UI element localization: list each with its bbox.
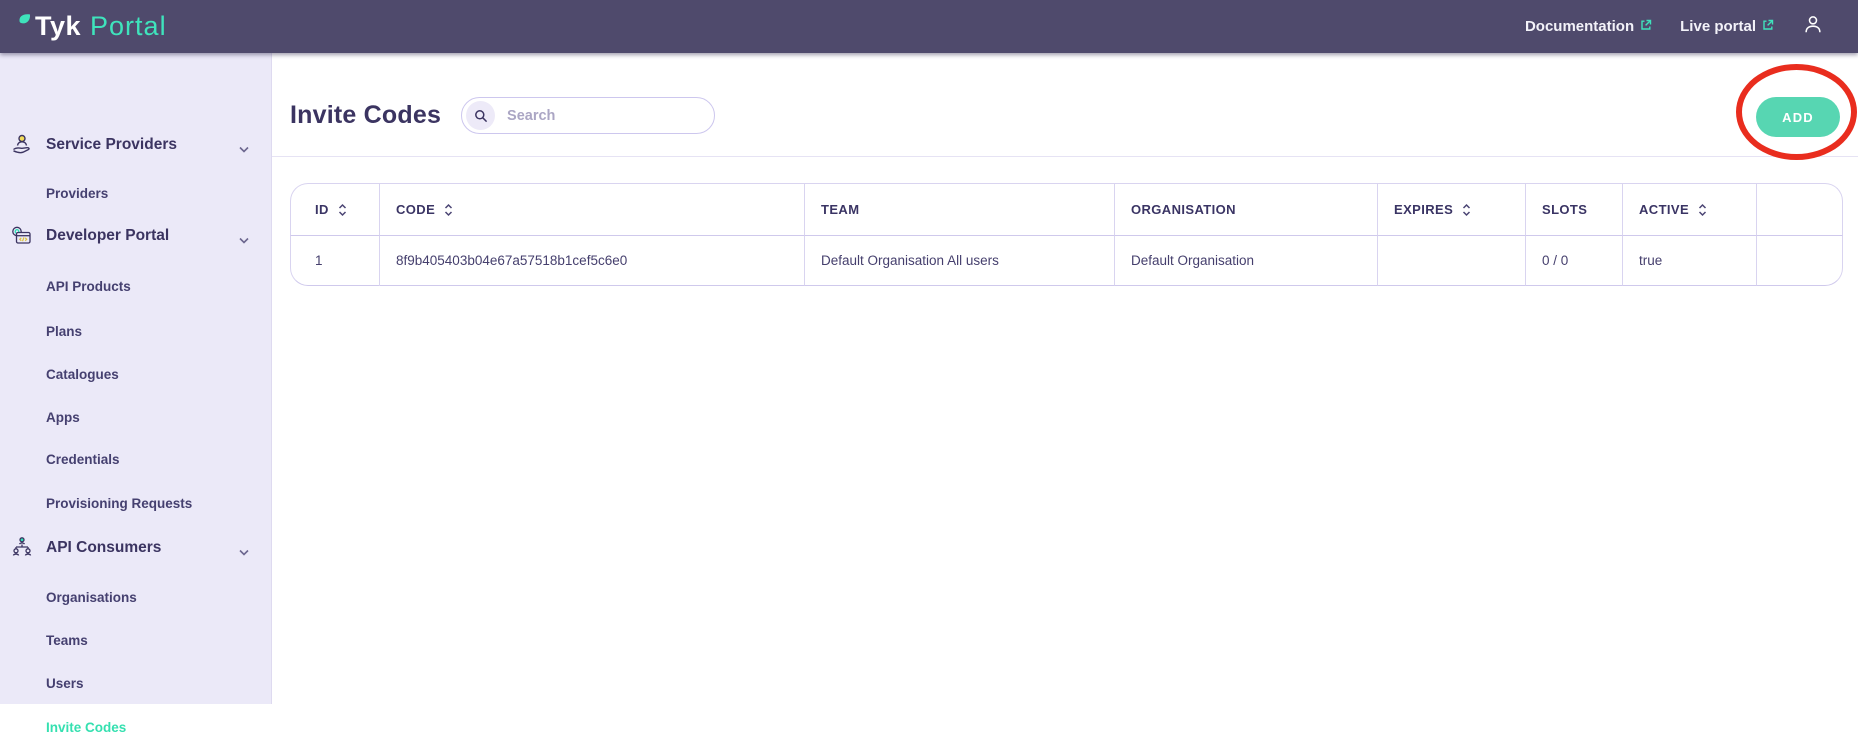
- user-account-button[interactable]: [1802, 13, 1824, 40]
- sidebar-item-api-products[interactable]: API Products: [0, 271, 272, 301]
- column-label: SLOTS: [1542, 202, 1588, 217]
- cell-team: Default Organisation All users: [805, 236, 1115, 286]
- column-header-code[interactable]: CODE: [380, 183, 805, 236]
- sort-icon: [1698, 203, 1707, 217]
- sidebar-item-label: Service Providers: [46, 136, 177, 153]
- sort-icon: [1462, 203, 1471, 217]
- external-link-icon: [1640, 18, 1652, 35]
- sidebar-item-service-providers[interactable]: Service Providers: [0, 130, 272, 160]
- portal-window-icon: [8, 223, 36, 249]
- column-label: ACTIVE: [1639, 202, 1690, 217]
- chevron-down-icon: [238, 232, 250, 250]
- hand-person-icon: [8, 132, 36, 158]
- column-header-actions: [1757, 183, 1843, 236]
- sidebar-item-label: Providers: [46, 185, 109, 201]
- sidebar-item-label: Users: [46, 675, 84, 691]
- column-header-organisation: ORGANISATION: [1115, 183, 1378, 236]
- column-header-slots: SLOTS: [1526, 183, 1623, 236]
- page-header: Invite Codes: [272, 53, 1858, 157]
- sidebar-item-credentials[interactable]: Credentials: [0, 444, 272, 474]
- add-button[interactable]: ADD: [1756, 97, 1840, 137]
- column-label: EXPIRES: [1394, 202, 1454, 217]
- invite-codes-table: ID CODE TEAM ORGANISATION EXPIRES: [290, 183, 1843, 286]
- sidebar-item-provisioning-requests[interactable]: Provisioning Requests: [0, 488, 272, 518]
- logo-brand-text: Tyk: [35, 11, 82, 41]
- org-chart-icon: [8, 535, 36, 561]
- sidebar: Service Providers Providers Developer Po…: [0, 53, 272, 735]
- sidebar-item-invite-codes[interactable]: Invite Codes: [0, 712, 272, 742]
- search-input[interactable]: [507, 107, 698, 124]
- table-row[interactable]: 1 8f9b405403b04e67a57518b1cef5c6e0 Defau…: [290, 236, 1843, 286]
- column-label: CODE: [396, 202, 436, 217]
- main-content: Invite Codes ADD ID CODE: [272, 53, 1858, 704]
- sidebar-item-label: Invite Codes: [46, 719, 127, 735]
- cell-slots: 0 / 0: [1526, 236, 1623, 286]
- sidebar-item-label: API Consumers: [46, 539, 162, 556]
- chevron-down-icon: [238, 141, 250, 159]
- sidebar-item-organisations[interactable]: Organisations: [0, 582, 272, 612]
- sort-icon: [444, 203, 453, 217]
- sidebar-item-label: Provisioning Requests: [46, 495, 193, 511]
- cell-organisation: Default Organisation: [1115, 236, 1378, 286]
- column-header-expires[interactable]: EXPIRES: [1378, 183, 1526, 236]
- sidebar-item-api-consumers[interactable]: API Consumers: [0, 533, 272, 563]
- search-box: [461, 97, 716, 134]
- sidebar-item-users[interactable]: Users: [0, 668, 272, 698]
- live-portal-link[interactable]: Live portal: [1680, 18, 1774, 35]
- column-label: TEAM: [821, 202, 860, 217]
- sidebar-item-label: Organisations: [46, 589, 137, 605]
- column-header-team: TEAM: [805, 183, 1115, 236]
- tyk-portal-logo[interactable]: Tyk Portal: [18, 11, 167, 42]
- documentation-link[interactable]: Documentation: [1525, 18, 1652, 35]
- column-header-active[interactable]: ACTIVE: [1623, 183, 1757, 236]
- column-label: ORGANISATION: [1131, 202, 1236, 217]
- sidebar-item-developer-portal[interactable]: Developer Portal: [0, 221, 272, 251]
- sidebar-item-label: Apps: [46, 409, 80, 425]
- cell-code: 8f9b405403b04e67a57518b1cef5c6e0: [380, 236, 805, 286]
- sidebar-item-catalogues[interactable]: Catalogues: [0, 359, 272, 389]
- cell-expires: [1378, 236, 1526, 286]
- tyk-leaf-icon: [18, 12, 32, 31]
- user-icon: [1802, 13, 1824, 40]
- search-icon: [466, 101, 496, 130]
- sidebar-item-label: Teams: [46, 632, 88, 648]
- column-header-id[interactable]: ID: [290, 183, 380, 236]
- cell-active: true: [1623, 236, 1757, 286]
- sidebar-item-label: Plans: [46, 323, 83, 339]
- cell-id: 1: [290, 236, 380, 286]
- topbar-right: Documentation Live portal: [1525, 13, 1824, 40]
- sidebar-item-teams[interactable]: Teams: [0, 625, 272, 655]
- column-label: ID: [315, 202, 329, 217]
- table-header-row: ID CODE TEAM ORGANISATION EXPIRES: [290, 183, 1843, 236]
- documentation-link-label: Documentation: [1524, 18, 1635, 35]
- cell-actions: [1757, 236, 1843, 286]
- logo-product-text: Portal: [90, 11, 167, 41]
- sidebar-item-plans[interactable]: Plans: [0, 316, 272, 346]
- sidebar-item-label: Credentials: [46, 451, 120, 467]
- sidebar-item-label: Catalogues: [46, 366, 119, 382]
- sidebar-item-providers[interactable]: Providers: [0, 178, 272, 208]
- page-title: Invite Codes: [290, 101, 442, 129]
- chevron-down-icon: [238, 544, 250, 562]
- sidebar-item-label: API Products: [46, 278, 131, 294]
- external-link-icon: [1762, 18, 1774, 35]
- sidebar-item-label: Developer Portal: [46, 227, 170, 244]
- sidebar-item-apps[interactable]: Apps: [0, 402, 272, 432]
- topbar: Tyk Portal Documentation Live portal: [0, 0, 1858, 53]
- sort-icon: [338, 203, 347, 217]
- live-portal-link-label: Live portal: [1680, 18, 1756, 35]
